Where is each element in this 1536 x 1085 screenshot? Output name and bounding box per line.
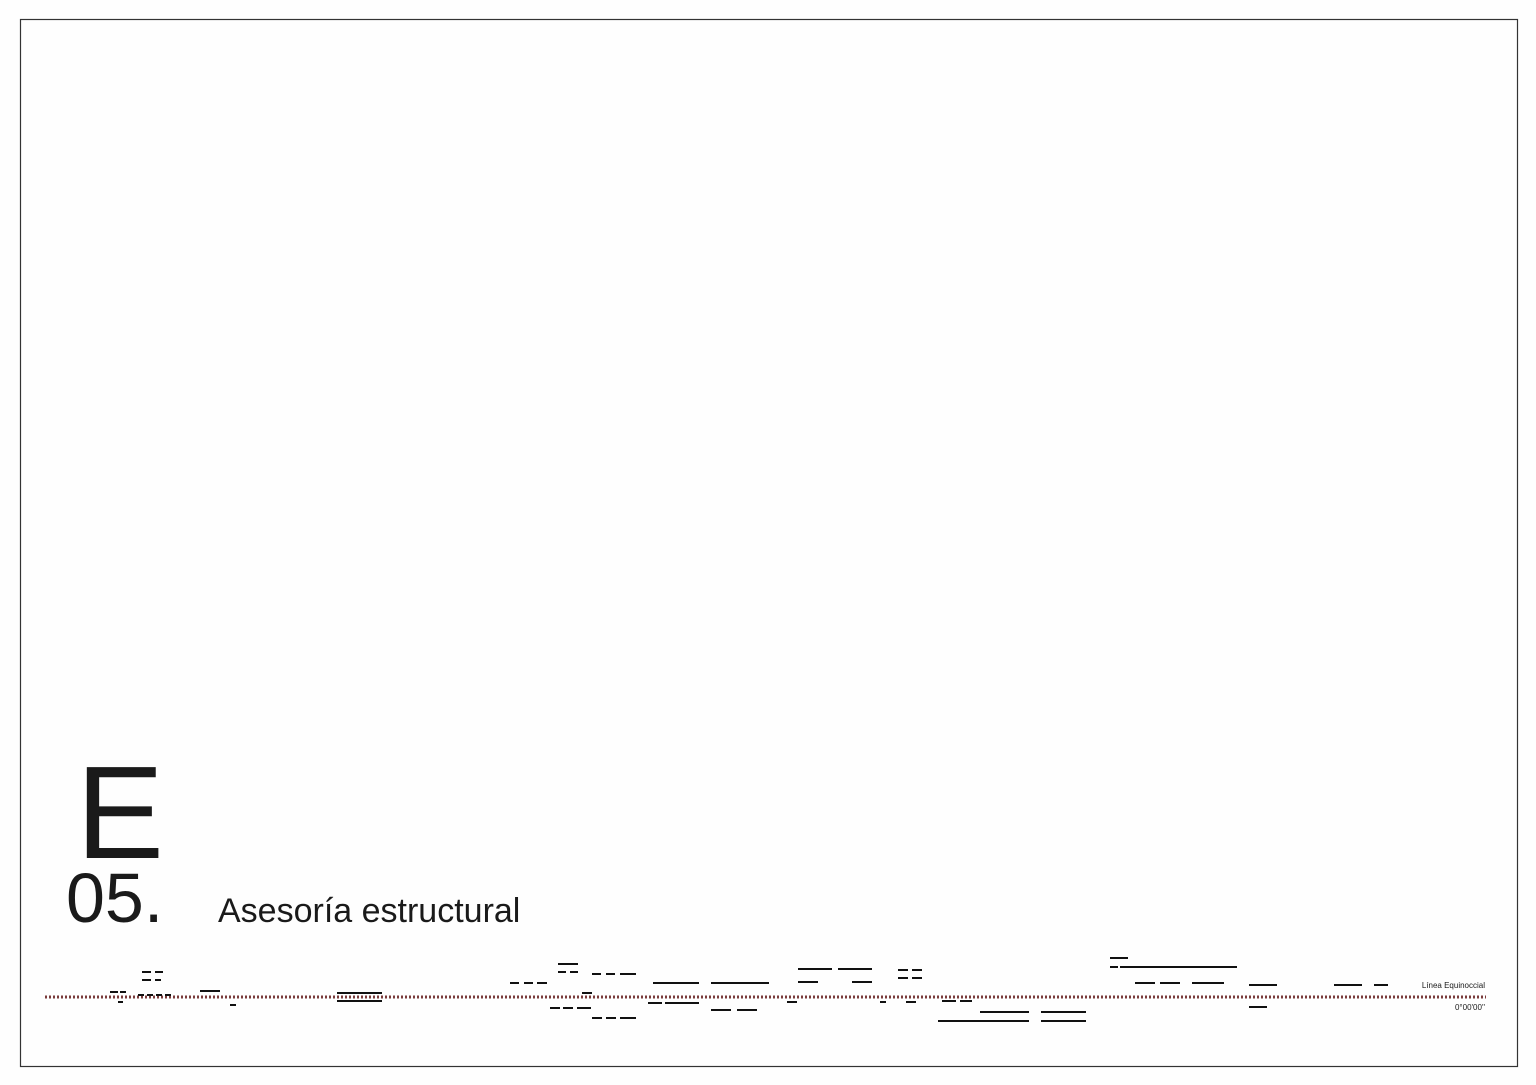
equator-coordinate: 0°00'00'' <box>1455 1003 1486 1012</box>
section-number: 05. <box>66 859 163 937</box>
section-title: Asesoría estructural <box>218 892 520 930</box>
decorative-dashes <box>110 957 1388 1022</box>
frame <box>19 18 1519 1068</box>
equator-label: Línea Equinoccial <box>1422 981 1485 990</box>
section-letter: E <box>76 739 164 886</box>
